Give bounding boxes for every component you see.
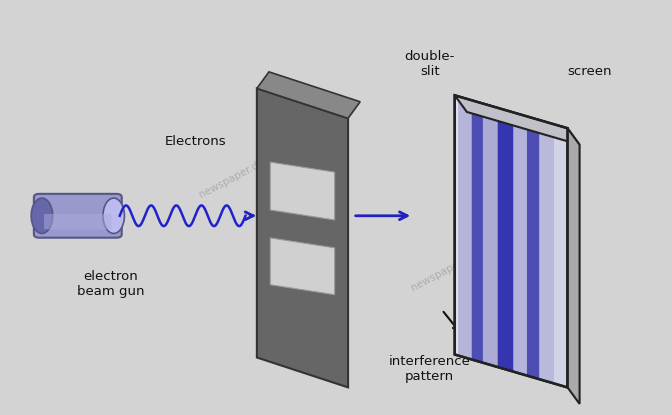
Polygon shape [455,95,579,145]
FancyBboxPatch shape [34,194,122,238]
Polygon shape [458,96,472,359]
Polygon shape [568,128,579,404]
Polygon shape [257,72,360,118]
Polygon shape [497,108,513,371]
Polygon shape [483,104,497,367]
Polygon shape [257,88,348,387]
Text: double-
slit: double- slit [405,51,455,78]
Polygon shape [270,162,335,220]
Text: electron
beam gun: electron beam gun [77,270,144,298]
Text: Electrons: Electrons [165,135,226,148]
Ellipse shape [31,198,52,234]
Text: newspaper.dimowa.com: newspaper.dimowa.com [198,132,314,200]
Polygon shape [527,117,540,379]
Polygon shape [455,95,568,387]
Ellipse shape [103,198,124,234]
Text: screen: screen [567,66,612,78]
Text: newspaper.dimween.com: newspaper.dimween.com [409,222,531,293]
Text: interference
pattern: interference pattern [389,354,471,383]
Polygon shape [540,120,554,383]
Polygon shape [270,238,335,295]
FancyBboxPatch shape [44,214,112,229]
Polygon shape [472,100,483,363]
Text: .com: .com [289,354,316,375]
Polygon shape [554,124,568,387]
Polygon shape [513,112,527,376]
